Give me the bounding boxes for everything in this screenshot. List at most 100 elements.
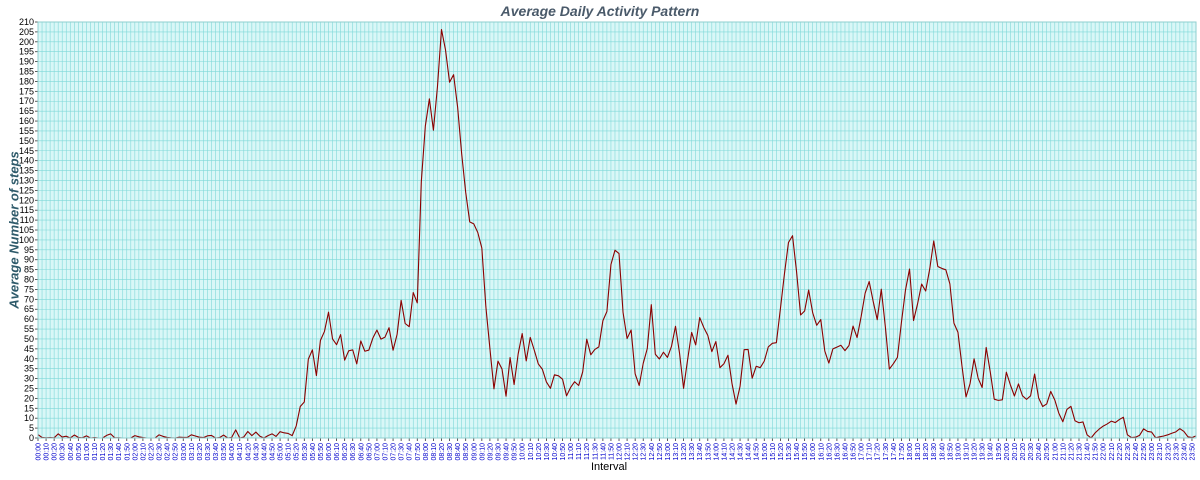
x-tick-label: 19:00 xyxy=(955,443,962,461)
x-tick-label: 15:10 xyxy=(770,443,777,461)
x-tick-label: 13:00 xyxy=(665,443,672,461)
x-tick-label: 16:40 xyxy=(842,443,849,461)
x-tick-label: 12:20 xyxy=(633,443,640,461)
y-tick-label: 210 xyxy=(19,17,34,27)
x-tick-label: 10:40 xyxy=(552,443,559,461)
x-tick-label: 19:30 xyxy=(980,443,987,461)
y-tick-label: 205 xyxy=(19,27,34,37)
y-tick-label: 95 xyxy=(24,245,34,255)
x-tick-label: 00:20 xyxy=(52,443,59,461)
x-tick-label: 10:30 xyxy=(544,443,551,461)
x-tick-label: 03:30 xyxy=(205,443,212,461)
x-tick-label: 11:50 xyxy=(608,443,615,460)
y-tick-label: 200 xyxy=(19,37,34,47)
y-tick-label: 140 xyxy=(19,156,34,166)
x-tick-label: 19:20 xyxy=(972,443,979,461)
x-tick-label: 23:20 xyxy=(1165,443,1172,461)
x-tick-label: 03:00 xyxy=(181,443,188,461)
x-tick-label: 14:40 xyxy=(746,443,753,461)
y-tick-label: 115 xyxy=(20,205,34,215)
x-tick-label: 03:40 xyxy=(213,443,220,461)
y-tick-label: 120 xyxy=(19,195,34,205)
x-tick-label: 07:00 xyxy=(374,443,381,461)
x-tick-label: 18:40 xyxy=(939,443,946,461)
x-tick-label: 17:50 xyxy=(899,443,906,461)
x-tick-label: 08:00 xyxy=(423,443,430,461)
x-tick-label: 23:00 xyxy=(1149,443,1156,461)
x-tick-label: 16:00 xyxy=(810,443,817,461)
chart-title: Average Daily Activity Pattern xyxy=(500,3,700,19)
x-tick-label: 15:50 xyxy=(802,443,809,461)
x-tick-label: 10:20 xyxy=(536,443,543,461)
x-tick-label: 16:50 xyxy=(851,443,858,461)
x-tick-label: 01:40 xyxy=(116,443,123,461)
y-tick-label: 170 xyxy=(19,96,34,106)
x-tick-label: 02:00 xyxy=(132,443,139,461)
x-tick-label: 07:20 xyxy=(391,443,398,461)
x-tick-label: 08:30 xyxy=(447,443,454,461)
x-tick-label: 05:00 xyxy=(278,443,285,461)
x-tick-label: 04:50 xyxy=(270,443,277,461)
x-tick-label: 05:50 xyxy=(318,443,325,461)
x-tick-label: 02:40 xyxy=(165,443,172,461)
y-tick-label: 60 xyxy=(24,314,34,324)
x-tick-label: 22:20 xyxy=(1117,443,1124,461)
y-tick-label: 65 xyxy=(24,304,34,314)
x-tick-label: 07:40 xyxy=(407,443,414,461)
y-tick-label: 160 xyxy=(19,116,34,126)
x-tick-label: 17:20 xyxy=(875,443,882,461)
y-tick-label: 20 xyxy=(24,393,34,403)
x-tick-label: 23:50 xyxy=(1189,443,1196,461)
x-tick-label: 02:30 xyxy=(157,443,164,461)
x-tick-label: 06:40 xyxy=(358,443,365,461)
x-tick-label: 15:20 xyxy=(778,443,785,461)
x-tick-label: 06:20 xyxy=(342,443,349,461)
x-tick-label: 06:00 xyxy=(326,443,333,461)
x-tick-label: 10:10 xyxy=(528,443,535,461)
x-tick-label: 06:30 xyxy=(350,443,357,461)
x-tick-label: 22:40 xyxy=(1133,443,1140,461)
x-tick-label: 10:00 xyxy=(520,443,527,461)
x-tick-label: 17:40 xyxy=(891,443,898,461)
y-tick-label: 165 xyxy=(19,106,34,116)
x-tick-label: 15:40 xyxy=(794,443,801,461)
x-tick-label: 21:50 xyxy=(1093,443,1100,461)
y-tick-label: 10 xyxy=(24,413,34,423)
x-tick-label: 09:40 xyxy=(504,443,511,461)
x-tick-label: 02:10 xyxy=(140,443,147,461)
y-tick-label: 75 xyxy=(24,284,34,294)
y-tick-label: 40 xyxy=(24,354,34,364)
x-tick-label: 01:20 xyxy=(100,443,107,461)
x-tick-label: 03:20 xyxy=(197,443,204,461)
y-tick-label: 30 xyxy=(24,374,34,384)
x-tick-label: 22:50 xyxy=(1141,443,1148,461)
x-tick-label: 05:30 xyxy=(302,443,309,461)
x-tick-label: 12:10 xyxy=(625,443,632,461)
x-tick-label: 20:00 xyxy=(1004,443,1011,461)
x-tick-label: 06:10 xyxy=(334,443,341,461)
y-tick-label: 45 xyxy=(24,344,34,354)
x-tick-label: 09:10 xyxy=(479,443,486,461)
y-tick-label: 135 xyxy=(19,166,34,176)
y-tick-label: 185 xyxy=(19,67,34,77)
y-tick-label: 0 xyxy=(29,433,34,443)
x-tick-label: 17:00 xyxy=(859,443,866,461)
y-tick-label: 70 xyxy=(24,294,34,304)
x-tick-label: 21:10 xyxy=(1060,443,1067,461)
y-tick-label: 100 xyxy=(19,235,34,245)
x-tick-label: 20:40 xyxy=(1036,443,1043,461)
x-tick-label: 13:20 xyxy=(681,443,688,461)
y-tick-label: 105 xyxy=(19,225,34,235)
x-tick-label: 09:00 xyxy=(471,443,478,461)
x-tick-label: 07:30 xyxy=(399,443,406,461)
y-tick-label: 110 xyxy=(20,215,34,225)
x-tick-label: 20:10 xyxy=(1012,443,1019,461)
x-tick-label: 22:00 xyxy=(1101,443,1108,461)
y-tick-label: 125 xyxy=(19,185,34,195)
x-tick-label: 08:20 xyxy=(439,443,446,461)
x-tick-label: 08:40 xyxy=(455,443,462,461)
x-tick-label: 00:40 xyxy=(68,443,75,461)
y-tick-label: 190 xyxy=(19,57,34,67)
x-tick-label: 21:40 xyxy=(1085,443,1092,461)
